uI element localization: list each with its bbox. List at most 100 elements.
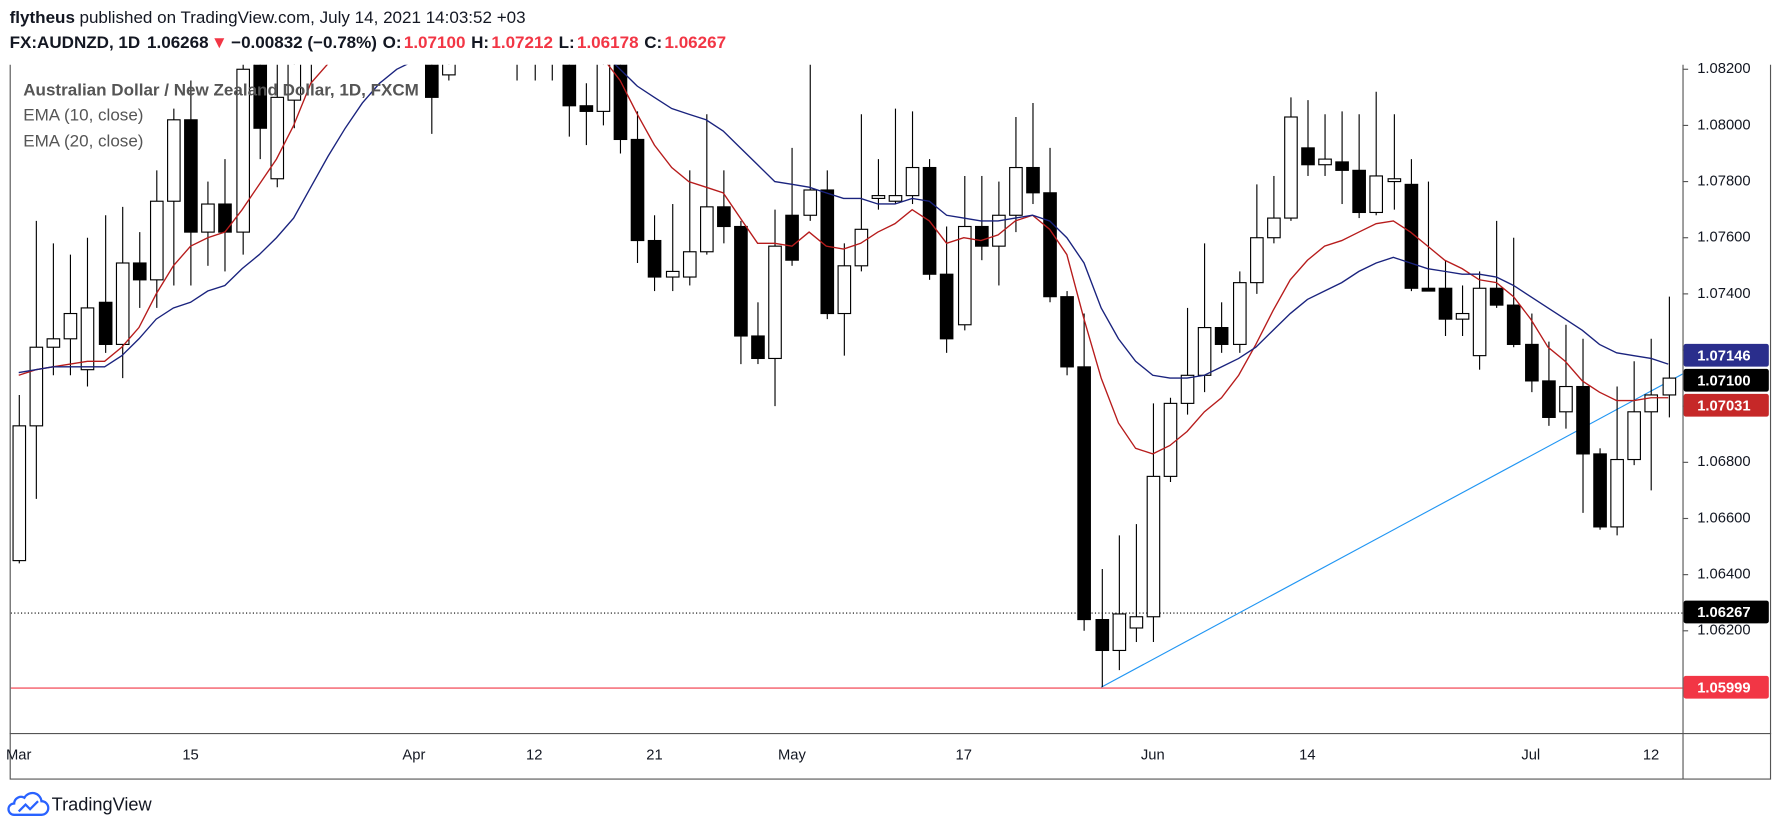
logo-line xyxy=(17,800,39,813)
x-tick-label: 15 xyxy=(182,748,198,764)
price-badge-label: 1.07031 xyxy=(1697,398,1750,414)
candle-body xyxy=(939,273,954,340)
candle-body xyxy=(992,214,1006,247)
candle-body xyxy=(871,195,886,199)
candle-body xyxy=(1284,116,1298,219)
candle-body xyxy=(1197,327,1212,376)
candle-body xyxy=(717,206,731,228)
legend-entry: EMA (10, close) xyxy=(23,105,143,124)
candle-body xyxy=(1369,175,1384,214)
candle-body xyxy=(253,64,268,129)
trend-line xyxy=(1100,373,1683,688)
candle-body xyxy=(1352,169,1366,214)
candle-body xyxy=(1060,296,1074,368)
price-badge-label: 1.06267 xyxy=(1697,605,1750,621)
ema-line xyxy=(18,64,1669,455)
candle-body xyxy=(1129,616,1144,629)
candle-body xyxy=(613,64,628,141)
candle-body xyxy=(905,166,920,197)
logo-cloud xyxy=(7,791,50,816)
candle-body xyxy=(132,262,147,281)
open-label: O: xyxy=(383,33,402,52)
candle-body xyxy=(1301,147,1315,166)
y-tick-label: 1.06200 xyxy=(1697,623,1750,639)
x-tick-label: 12 xyxy=(1643,748,1659,764)
x-tick-label: Mar xyxy=(6,748,32,764)
candle-body xyxy=(356,0,369,8)
candle-body xyxy=(270,96,285,180)
candle-body xyxy=(1438,287,1453,320)
close-label: C: xyxy=(644,33,662,52)
price-badge xyxy=(1683,600,1769,624)
candle-body xyxy=(46,338,61,348)
axes xyxy=(9,64,1772,780)
candle-body xyxy=(1318,158,1332,166)
candle-body xyxy=(700,206,714,253)
candle-body xyxy=(1232,282,1247,345)
candle-body xyxy=(975,225,989,247)
candle-body xyxy=(80,307,95,371)
candle-body xyxy=(63,312,78,340)
candle-body xyxy=(1214,327,1229,345)
x-tick-label: 12 xyxy=(526,748,542,764)
candle-body xyxy=(167,119,181,202)
candle-body xyxy=(201,203,215,233)
candle-body xyxy=(751,335,765,360)
candle-body xyxy=(630,138,645,242)
candle-body xyxy=(1250,237,1264,284)
candle-body xyxy=(682,251,697,278)
candle-body xyxy=(647,239,662,278)
candle-body xyxy=(1559,385,1573,413)
candle-body xyxy=(1610,458,1624,528)
plot-area xyxy=(10,0,1683,689)
candle-body xyxy=(1077,366,1091,621)
price-badge xyxy=(1683,368,1769,392)
candle-body xyxy=(837,265,852,315)
candle-body xyxy=(1593,453,1607,528)
y-tick-label: 1.06400 xyxy=(1697,567,1750,583)
y-tick-label: 1.07400 xyxy=(1697,286,1750,302)
price-badge xyxy=(1683,393,1769,417)
price-badge-label: 1.07146 xyxy=(1697,348,1750,364)
published: published on TradingView.com, July 14, 2… xyxy=(79,8,525,27)
candle-body xyxy=(1489,287,1504,306)
high-label: H: xyxy=(471,33,489,52)
candle-body xyxy=(1472,287,1487,357)
candle-body xyxy=(1576,385,1590,455)
candle-body xyxy=(1180,374,1195,404)
candle-body xyxy=(1163,402,1178,477)
y-tick-label: 1.08200 xyxy=(1697,61,1750,77)
candle-body xyxy=(579,105,594,112)
y-tick-label: 1.07600 xyxy=(1697,230,1750,246)
price-badge xyxy=(1683,675,1769,699)
ema-line xyxy=(18,64,1669,379)
candle-body xyxy=(785,214,799,261)
candle-body xyxy=(665,270,680,278)
candle-body xyxy=(734,225,748,337)
y-tick-label: 1.06800 xyxy=(1697,454,1750,470)
x-tick-label: 21 xyxy=(646,748,662,764)
y-tick-label: 1.08000 xyxy=(1697,117,1750,133)
candle-body xyxy=(98,301,113,345)
candle-body xyxy=(1627,411,1641,461)
quote: FX:AUDNZD, 1D 1.06268 ▼ −0.00832 (−0.78%) O:… xyxy=(10,33,726,52)
price-badge-label: 1.07100 xyxy=(1697,373,1750,389)
last: 1.06268 xyxy=(147,33,209,52)
price-badge xyxy=(1683,343,1769,367)
x-tick-label: 14 xyxy=(1299,748,1315,764)
candle-body xyxy=(803,189,818,216)
candle-body xyxy=(1026,166,1040,194)
x-tick-label: Apr xyxy=(402,748,425,764)
x-tick-label: 17 xyxy=(956,748,972,764)
legend-entry: EMA (20, close) xyxy=(23,132,143,151)
candle-body xyxy=(888,195,903,202)
candle-body xyxy=(149,200,164,281)
high: 1.07212 xyxy=(491,33,553,52)
candle-body xyxy=(184,119,198,233)
candle-body xyxy=(236,68,250,233)
candle-body xyxy=(1267,217,1281,239)
candle-body xyxy=(29,346,44,427)
candle-body xyxy=(596,64,611,112)
low: 1.06178 xyxy=(577,33,639,52)
